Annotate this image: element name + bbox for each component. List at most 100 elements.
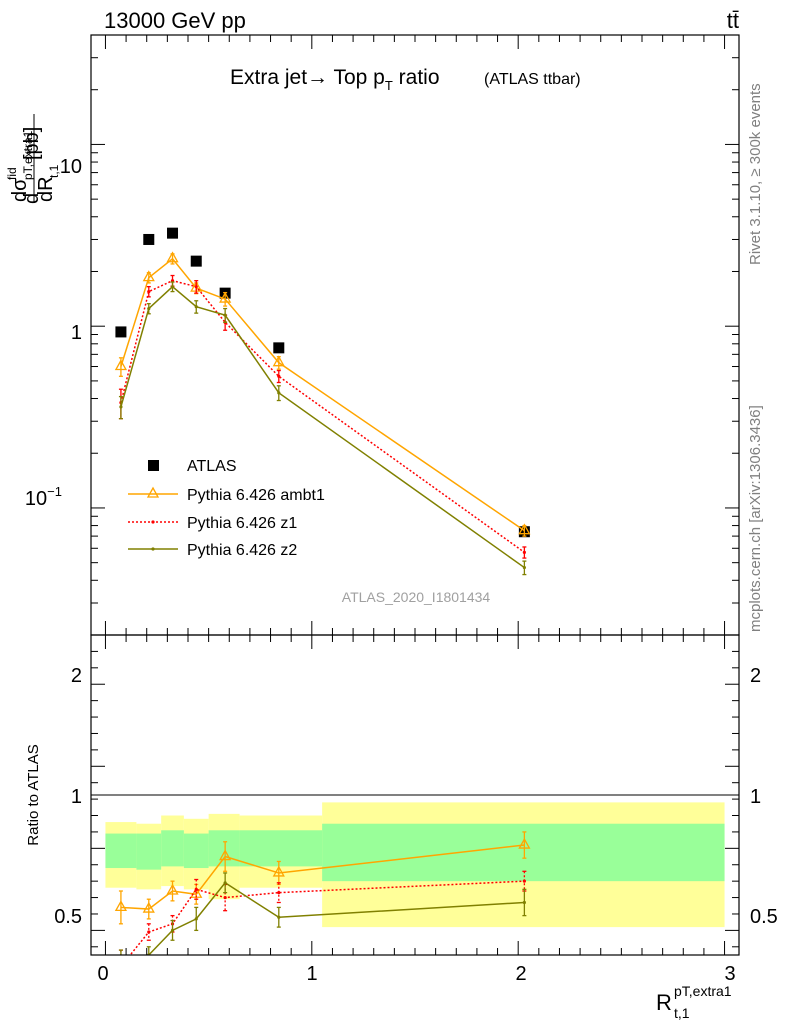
main-ylabel-sub: pT,extra1 [21,130,35,180]
rivet-label: Rivet 3.1.10, ≥ 300k events [747,83,764,265]
process-label: tt̄ [727,8,739,33]
main-ylabel-dr: dR [35,176,57,202]
ratio-band-inner [208,830,240,867]
title-main: Extra jet→ Top p [230,66,385,89]
main-point-ambt1 [518,523,531,535]
main-point-ambt1 [166,251,179,263]
ratio-point-z1 [223,895,227,900]
main-point-z2 [170,285,175,289]
main-line-z2 [120,285,525,569]
ratio-ytick-right-2: 2 [750,665,761,687]
main-point-ATLAS [190,255,202,267]
main-point-z2 [147,306,151,311]
energy-label: 13000 GeV pp [104,8,246,33]
x-axis-label: R pT,extra1 t,1 [656,983,732,1021]
legend: ATLAS Pythia 6.426 ambt1 Pythia 6.426 z1… [128,458,325,559]
main-point-ATLAS [143,233,155,245]
xtick-label-0: 0 [97,963,108,985]
ratio-point-ambt1 [166,883,179,895]
main-point-ambt1 [272,355,285,367]
ratio-bands [105,802,725,928]
ratio-ticks [91,634,739,955]
xtick-label-1: 1 [306,963,317,985]
main-panel: Extra jet→ Top pT ratio (ATLAS ttbar) 10… [5,34,740,636]
ratio-point-z2 [119,962,122,965]
ratio-point-ambt1 [518,837,531,849]
main-ylabel-dr-sub: t,1 [47,164,61,178]
title-note: (ATLAS ttbar) [484,71,581,88]
ratio-band-inner [183,833,209,869]
main-ylabel-sup: fid [5,167,19,180]
ratio-point-ambt1 [142,901,155,913]
main-ytick-label-10: 10 [60,156,82,178]
ratio-point-ambt1 [114,900,128,912]
ratio-ytick-left-2: 2 [71,665,82,687]
ratio-band-inner [105,833,137,869]
main-point-ATLAS [273,342,285,354]
main-point-ambt1 [114,359,128,371]
main-point-z1 [522,550,526,554]
xtick-label-3: 3 [724,963,735,985]
legend-label-ambt1: Pythia 6.426 ambt1 [187,487,325,504]
main-ylabel-unit: [pb] [21,127,43,160]
ratio-point-z2 [522,900,526,905]
ratio-point-z2 [223,881,227,885]
xtick-label-2: 2 [515,963,526,985]
xlabel-base: R [656,990,672,1015]
legend-marker-ambt1 [146,486,160,498]
main-point-z1 [194,285,198,289]
main-ylabel-dsigma: dσ [9,178,31,202]
ratio-point-z2 [170,928,175,932]
legend-label-z2: Pythia 6.426 z2 [187,542,297,559]
ratio-point-z1 [119,965,122,968]
ratio-band-inner [136,833,162,870]
ratio-ytick-left-0p5: 0.5 [54,906,82,928]
xlabel-sup: pT,extra1 [674,983,732,999]
main-ylabel-d: d [21,193,43,204]
legend-marker-z1 [151,520,155,524]
main-point-z2 [223,313,227,317]
main-ytick-label-0p1: 10−1 [25,484,62,510]
ratio-point-z1 [194,887,198,891]
ratio-band-inner [239,830,323,867]
main-point-ambt1 [142,270,155,282]
ratio-point-z1 [147,930,151,934]
ratio-ytick-right-0p5: 0.5 [750,906,778,928]
main-point-ATLAS [115,326,127,338]
main-ticks [91,34,739,636]
ratio-ytick-left-1: 1 [71,786,82,808]
ratio-point-z1 [277,891,281,895]
main-point-ambt1 [219,291,232,303]
legend-label-z1: Pythia 6.426 z1 [187,515,297,532]
ratio-panel: 2 1 0.5 2 1 0.5 Ratio to ATLAS 0 1 2 3 R… [25,634,778,1021]
main-point-z2 [277,391,281,395]
main-point-z2 [119,405,123,409]
main-ytick-label-0p1-exp: −1 [47,484,62,499]
mcplots-label: mcplots.cern.ch [arXiv:1306.3436] [747,405,764,632]
title-tail: ratio [393,66,440,89]
ratio-point-ambt1 [219,849,232,861]
main-point-z2 [522,565,526,570]
main-ylabel: d dσ fid pT,extra1 dR t,1 [pb] [5,114,61,204]
main-ytick-label-1: 1 [71,322,82,344]
main-point-z1 [147,289,151,294]
ratio-point-z1 [522,879,526,883]
ratio-ytick-right-1: 1 [750,786,761,808]
main-point-z1 [277,374,281,378]
plot-title: Extra jet→ Top pT ratio [230,66,440,93]
title-sub: T [385,78,393,93]
ratio-point-ambt1 [272,865,285,877]
main-point-z2 [194,305,198,309]
ratio-series [114,831,531,968]
main-line-z1 [120,279,525,553]
main-series [114,227,531,576]
legend-marker-z2 [151,547,155,551]
main-point-ATLAS [167,227,179,239]
ratio-band-inner [161,830,184,867]
analysis-id: ATLAS_2020_I1801434 [342,589,491,605]
xlabel-sub: t,1 [674,1005,690,1021]
legend-marker-atlas [148,460,159,471]
main-ytick-label-0p1-base: 10 [25,488,47,510]
ratio-ylabel: Ratio to ATLAS [25,744,42,845]
